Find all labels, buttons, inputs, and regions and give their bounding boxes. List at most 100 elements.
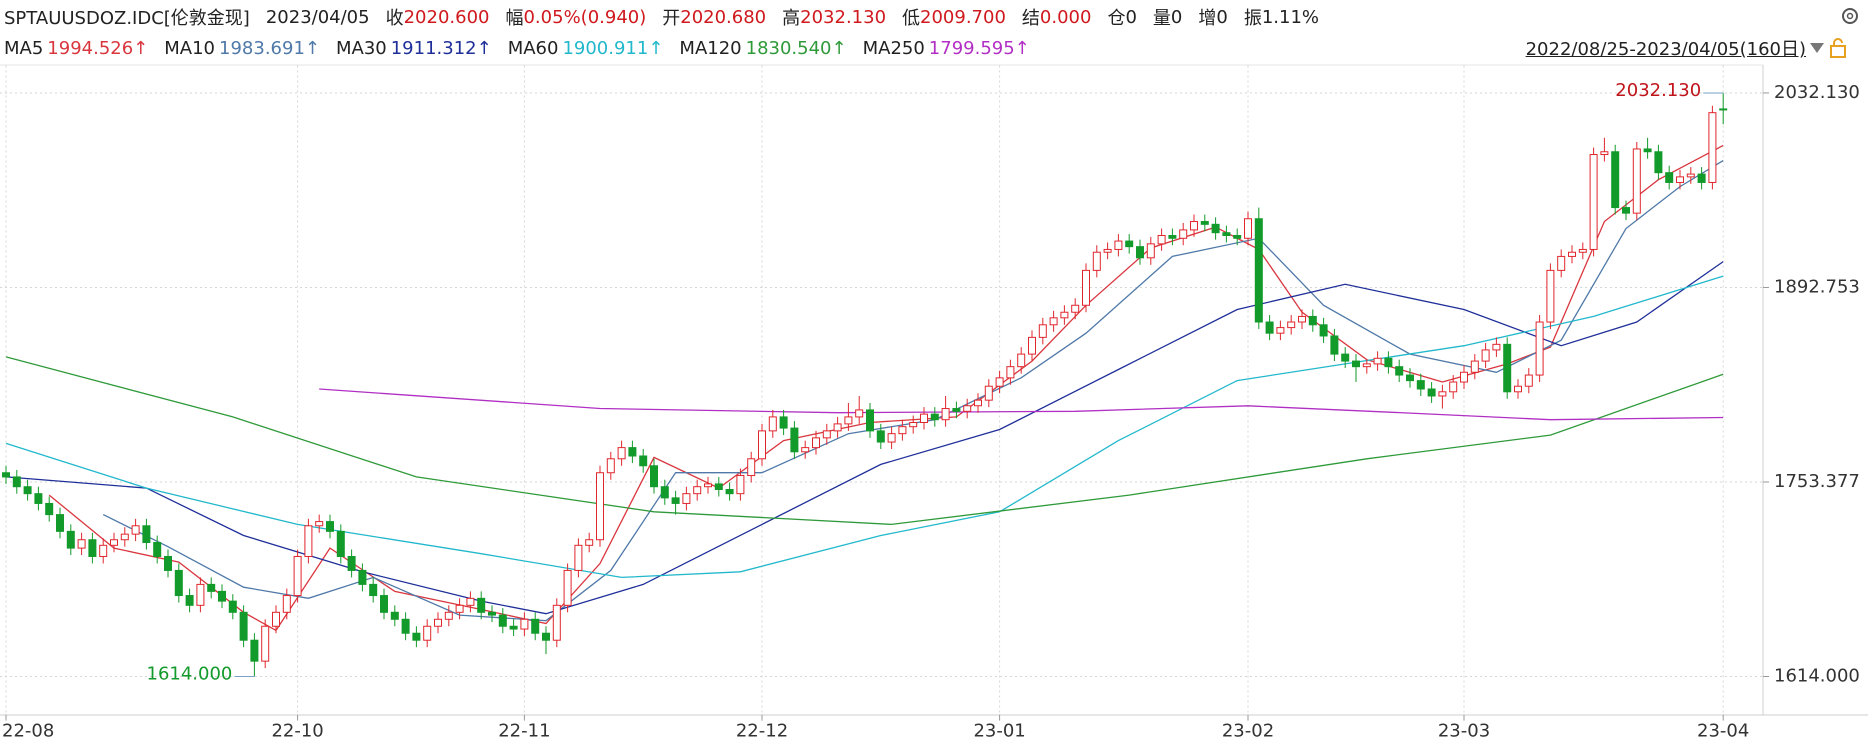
field-label: 仓 <box>1107 8 1126 29</box>
candle-body <box>725 488 734 495</box>
legend-value: 1900.911↑ <box>562 37 664 59</box>
candle-body <box>1265 321 1274 334</box>
candle-body <box>1254 218 1263 323</box>
field-value: 0.000 <box>1039 6 1092 28</box>
candle-body <box>1341 353 1350 362</box>
annotation-label: 1614.000 <box>147 663 233 684</box>
candle-body <box>801 447 810 453</box>
candle-body <box>876 430 885 443</box>
candle-body <box>1352 360 1360 368</box>
settings-icon[interactable] <box>1842 8 1858 24</box>
candle-body <box>855 409 864 418</box>
candle-body <box>1308 315 1317 326</box>
candle-body <box>736 475 745 495</box>
candle-body <box>617 447 626 460</box>
candle-body <box>455 604 464 613</box>
grid: 1614.000 1753.377 1892.753 2032.130 22-08 22-… <box>0 65 1860 742</box>
candle-body <box>1514 385 1522 393</box>
date: 2023/04/05 <box>265 6 370 28</box>
candle-body <box>110 539 118 546</box>
field-value: 2009.700 <box>920 6 1006 28</box>
candle-body <box>99 544 108 557</box>
field-value: 0 <box>1216 6 1228 28</box>
candle-body <box>466 597 475 606</box>
candle-body <box>1200 221 1209 225</box>
candle-body <box>1006 366 1015 379</box>
candle-body <box>369 583 378 597</box>
candle-body <box>315 521 324 527</box>
candle-body <box>1298 315 1306 323</box>
candle-body <box>574 544 583 571</box>
candle-body <box>1276 327 1285 334</box>
field-label: 振 <box>1243 8 1262 29</box>
candle-body <box>1082 269 1090 306</box>
lock-body <box>1830 45 1846 58</box>
field-label: 量 <box>1152 8 1171 29</box>
candle-body <box>196 583 205 606</box>
candle-body <box>930 413 939 421</box>
candle-body <box>1470 360 1479 373</box>
date-range[interactable]: 2022/08/25-2023/04/05(160日) <box>1525 39 1806 60</box>
candle-body <box>1028 336 1036 355</box>
candle-body <box>347 555 356 571</box>
candle-body <box>185 595 194 606</box>
field-label: 高 <box>782 8 801 29</box>
field-label: 开 <box>662 8 681 29</box>
candle-body <box>1708 112 1717 183</box>
candle-body <box>1222 232 1231 236</box>
legend-value: 1799.595↑ <box>928 37 1030 59</box>
candle-body <box>1654 151 1663 174</box>
candle-body <box>1611 151 1620 209</box>
candle-body <box>563 569 572 606</box>
field-label: 收 <box>385 8 404 29</box>
candle-body <box>1190 221 1198 231</box>
candle-body <box>34 493 43 504</box>
legend-value: 1830.540↑ <box>745 37 847 59</box>
candle-body <box>1427 388 1436 397</box>
candle-body <box>304 525 313 557</box>
field-value: 0 <box>1170 6 1183 28</box>
candle-body <box>444 611 453 620</box>
x-tick-label: 23-03 <box>1438 721 1490 742</box>
x-tick-label: 23-01 <box>973 721 1025 742</box>
candle-body <box>758 430 766 460</box>
x-tick-label: 22-12 <box>736 721 788 742</box>
candle-body <box>272 611 280 627</box>
candle-body <box>228 600 237 613</box>
candle-body <box>56 514 64 532</box>
candle-body <box>1503 343 1512 393</box>
candle-body <box>336 530 345 557</box>
candle-body <box>639 455 648 467</box>
candle-body <box>498 614 507 627</box>
lock-icon[interactable] <box>1828 37 1848 59</box>
candle-body <box>995 377 1004 387</box>
candle-body <box>2 472 10 478</box>
candle-body <box>412 632 421 641</box>
candle-body <box>941 408 950 421</box>
candle-body <box>77 539 86 549</box>
candle-body <box>898 426 907 435</box>
legend-value: 1983.691↑ <box>219 37 320 59</box>
legend-name: MA5 <box>4 37 44 59</box>
dropdown-arrow[interactable] <box>1806 38 1828 58</box>
candle-body <box>293 555 302 597</box>
candle-body <box>1449 381 1458 393</box>
candle-body <box>261 625 270 662</box>
field-value: 2032.130 <box>800 6 887 28</box>
x-tick-label: 22-08 <box>2 721 54 742</box>
candle-body <box>1049 317 1058 326</box>
candle-body <box>153 542 162 557</box>
candle-body <box>1697 173 1706 183</box>
candle-body <box>358 569 367 585</box>
candle-body <box>1557 255 1566 271</box>
field-value: 2020.600 <box>403 6 490 28</box>
candle-body <box>1287 321 1296 329</box>
candle-body <box>747 458 756 477</box>
candle-body <box>844 416 853 425</box>
candle-body <box>887 433 896 443</box>
candle-body <box>704 483 712 488</box>
candle-body <box>1157 234 1166 245</box>
lock-shackle <box>1833 38 1843 46</box>
candle-body <box>66 530 75 549</box>
